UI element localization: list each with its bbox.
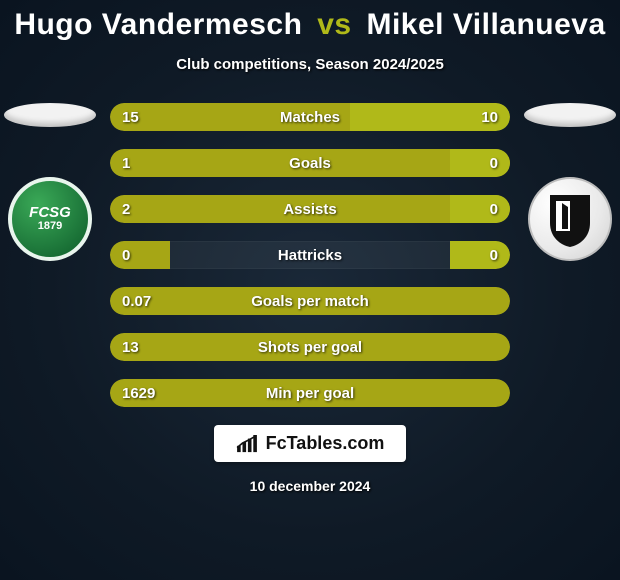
stat-bar-right: [450, 241, 510, 269]
stat-bar-right: [350, 103, 510, 131]
player1-name: Hugo Vandermesch: [14, 8, 302, 41]
club1-abbr: FCSG: [29, 205, 71, 221]
stat-bar-left: [110, 379, 510, 407]
stat-bar-left: [110, 287, 510, 315]
date-text: 10 december 2024: [250, 478, 371, 494]
stat-row: Goals10: [110, 149, 510, 177]
stat-bar-left: [110, 241, 170, 269]
stat-bars: Matches1510 Goals10 Assists20 Hattricks00 Go…: [110, 103, 510, 407]
stat-bar-right: [450, 195, 510, 223]
player2-name: Mikel Villanueva: [366, 8, 605, 41]
right-side: [520, 103, 620, 261]
player2-club-badge: [528, 177, 612, 261]
brand-chart-icon: [236, 435, 258, 453]
comparison-title: Hugo Vandermesch vs Mikel Villanueva: [14, 8, 605, 42]
vs-separator: vs: [317, 8, 351, 41]
stat-row: Assists20: [110, 195, 510, 223]
comparison-body: FCSG 1879 Matches1510 Goals10 Assists20 Hat…: [0, 103, 620, 407]
stat-row: Matches1510: [110, 103, 510, 131]
stat-row: Goals per match0.07: [110, 287, 510, 315]
player1-photo-placeholder: [4, 103, 96, 127]
club1-year: 1879: [29, 221, 71, 233]
player1-club-badge: FCSG 1879: [8, 177, 92, 261]
stat-bar-right: [450, 149, 510, 177]
stat-bar-left: [110, 333, 510, 361]
brand-badge: FcTables.com: [214, 425, 407, 462]
subtitle: Club competitions, Season 2024/2025: [176, 56, 444, 73]
brand-text: FcTables.com: [266, 433, 385, 454]
stat-row: Min per goal1629: [110, 379, 510, 407]
stat-row: Hattricks00: [110, 241, 510, 269]
player2-photo-placeholder: [524, 103, 616, 127]
club2-crest-icon: [540, 189, 600, 249]
stat-row: Shots per goal13: [110, 333, 510, 361]
left-side: FCSG 1879: [0, 103, 100, 261]
stat-bar-left: [110, 103, 350, 131]
footer: FcTables.com 10 december 2024: [214, 425, 407, 494]
